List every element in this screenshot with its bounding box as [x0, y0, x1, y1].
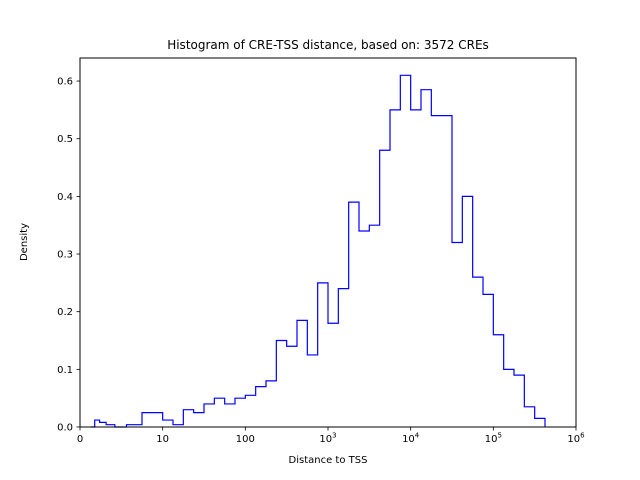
y-tick-label: 0.0	[57, 423, 73, 434]
x-axis-label: Distance to TSS	[289, 455, 368, 466]
axis-ticks: 0 10 100 103 104 105 106 0.0 0.1 0.2 0.3 0.4 0.5 0.6	[57, 77, 585, 445]
x-tick-label: 100	[236, 434, 255, 445]
plot-area	[80, 58, 576, 427]
histogram-step-path	[91, 74, 546, 428]
chart-title: Histogram of CRE-TSS distance, based on:…	[167, 38, 489, 52]
x-tick-label: 103	[319, 432, 336, 446]
x-tick-label: 105	[485, 432, 502, 446]
histogram-step-series	[91, 74, 546, 428]
y-tick-label: 0.5	[57, 134, 73, 145]
y-tick-label: 0.1	[57, 365, 73, 376]
x-tick-label: 10	[156, 434, 169, 445]
y-axis-label: Density	[19, 223, 30, 261]
y-tick-label: 0.3	[57, 250, 73, 261]
x-tick-label: 0	[77, 434, 83, 445]
y-tick-label: 0.6	[57, 77, 73, 88]
x-tick-label: 106	[567, 432, 585, 446]
x-tick-label: 104	[402, 432, 420, 446]
y-tick-label: 0.2	[57, 307, 73, 318]
y-tick-label: 0.4	[57, 192, 73, 203]
